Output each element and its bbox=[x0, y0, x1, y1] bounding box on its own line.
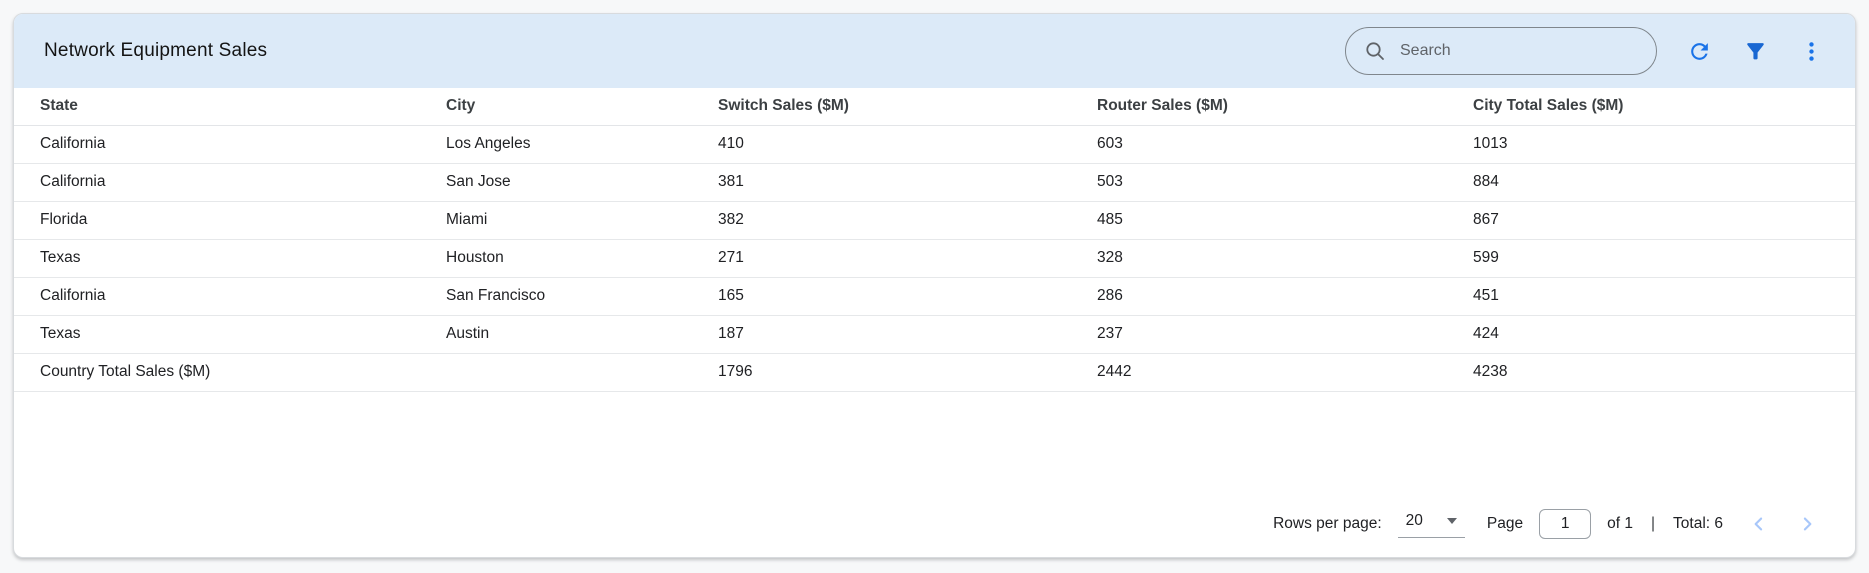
table-cell: 328 bbox=[1097, 239, 1473, 278]
refresh-button[interactable] bbox=[1685, 37, 1713, 65]
kebab-menu-icon bbox=[1799, 39, 1824, 64]
total-row: Country Total Sales ($M) 1796 2442 4238 bbox=[14, 353, 1855, 392]
table-cell: 381 bbox=[718, 163, 1097, 202]
sales-table: State City Switch Sales ($M) Router Sales (… bbox=[14, 88, 1855, 392]
refresh-icon bbox=[1687, 39, 1712, 64]
total-cell: 2442 bbox=[1097, 353, 1473, 392]
column-header: Router Sales ($M) bbox=[1097, 88, 1473, 126]
chevron-left-icon bbox=[1749, 514, 1769, 534]
card-header: Network Equipment Sales bbox=[14, 14, 1855, 88]
table-cell: California bbox=[14, 125, 446, 164]
table-row: California San Francisco 165 286 451 bbox=[14, 277, 1855, 316]
search-box[interactable] bbox=[1345, 27, 1657, 75]
column-header: City bbox=[446, 88, 718, 126]
page-of-label: of 1 bbox=[1607, 515, 1633, 532]
table-cell: San Francisco bbox=[446, 277, 718, 316]
table-cell: 603 bbox=[1097, 125, 1473, 164]
table-cell: 271 bbox=[718, 239, 1097, 278]
search-icon bbox=[1364, 40, 1386, 62]
table-row: Texas Austin 187 237 424 bbox=[14, 315, 1855, 354]
kebab-menu-button[interactable] bbox=[1797, 37, 1825, 65]
chevron-down-icon bbox=[1446, 518, 1457, 524]
table-row: Florida Miami 382 485 867 bbox=[14, 201, 1855, 240]
table-cell: 884 bbox=[1473, 163, 1855, 202]
table-cell: Miami bbox=[446, 201, 718, 240]
table-cell: 599 bbox=[1473, 239, 1855, 278]
previous-page-button[interactable] bbox=[1745, 510, 1773, 538]
table-row: California San Jose 381 503 884 bbox=[14, 163, 1855, 202]
data-grid-card: Network Equipment Sales bbox=[13, 13, 1856, 558]
table-cell: 485 bbox=[1097, 201, 1473, 240]
chevron-right-icon bbox=[1797, 514, 1817, 534]
total-cell: 1796 bbox=[718, 353, 1097, 392]
rows-per-page-label: Rows per page: bbox=[1273, 515, 1382, 532]
pagination-bar: Rows per page: 20 Page of 1 | Total: 6 bbox=[14, 509, 1855, 557]
header-controls bbox=[1345, 27, 1825, 75]
table-cell: 410 bbox=[718, 125, 1097, 164]
rows-per-page-value: 20 bbox=[1405, 512, 1423, 529]
table-cell: 187 bbox=[718, 315, 1097, 354]
table-cell: 867 bbox=[1473, 201, 1855, 240]
total-count-label: Total: 6 bbox=[1673, 515, 1723, 532]
page-label: Page bbox=[1486, 515, 1524, 532]
total-cell: 4238 bbox=[1473, 353, 1855, 392]
search-input[interactable] bbox=[1398, 41, 1638, 61]
table-row: Texas Houston 271 328 599 bbox=[14, 239, 1855, 278]
table-container: State City Switch Sales ($M) Router Sales (… bbox=[14, 88, 1855, 392]
table-cell: Los Angeles bbox=[446, 125, 718, 164]
table-cell: 237 bbox=[1097, 315, 1473, 354]
table-cell: Houston bbox=[446, 239, 718, 278]
table-cell: California bbox=[14, 277, 446, 316]
table-cell: 1013 bbox=[1473, 125, 1855, 164]
total-cell bbox=[446, 353, 718, 392]
next-page-button[interactable] bbox=[1793, 510, 1821, 538]
table-cell: 424 bbox=[1473, 315, 1855, 354]
pager-chevrons bbox=[1745, 510, 1821, 538]
table-cell: San Jose bbox=[446, 163, 718, 202]
table-cell: 451 bbox=[1473, 277, 1855, 316]
table-cell: Texas bbox=[14, 239, 446, 278]
column-header: Switch Sales ($M) bbox=[718, 88, 1097, 126]
page-title: Network Equipment Sales bbox=[44, 40, 268, 61]
table-row: California Los Angeles 410 603 1013 bbox=[14, 125, 1855, 164]
total-cell: Country Total Sales ($M) bbox=[14, 353, 446, 392]
table-cell: 503 bbox=[1097, 163, 1473, 202]
table-header-row: State City Switch Sales ($M) Router Sales (… bbox=[14, 88, 1855, 126]
filter-icon bbox=[1743, 39, 1768, 64]
table-cell: 286 bbox=[1097, 277, 1473, 316]
pager-separator: | bbox=[1650, 515, 1656, 532]
table-cell: California bbox=[14, 163, 446, 202]
table-cell: Florida bbox=[14, 201, 446, 240]
column-header: State bbox=[14, 88, 446, 126]
table-cell: 165 bbox=[718, 277, 1097, 316]
filter-button[interactable] bbox=[1741, 37, 1769, 65]
table-body: California Los Angeles 410 603 1013 Californi… bbox=[14, 125, 1855, 392]
rows-per-page-select[interactable]: 20 bbox=[1397, 510, 1465, 538]
page-number-input[interactable] bbox=[1539, 509, 1592, 539]
table-cell: Austin bbox=[446, 315, 718, 354]
column-header: City Total Sales ($M) bbox=[1473, 88, 1855, 126]
table-cell: 382 bbox=[718, 201, 1097, 240]
table-cell: Texas bbox=[14, 315, 446, 354]
